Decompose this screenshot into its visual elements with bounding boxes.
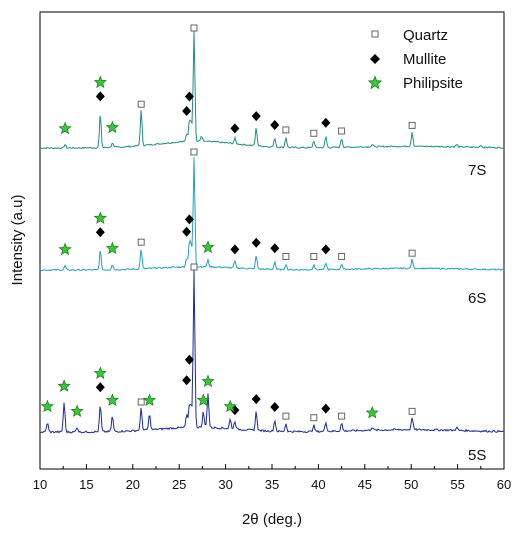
mullite-marker-7S-2 <box>184 91 194 102</box>
mullite-marker-7S-1 <box>182 106 192 117</box>
mullite-marker-7S-0 <box>95 91 105 102</box>
philipsite-marker-6S-2 <box>105 241 120 255</box>
legend-mullite-label: Mullite <box>403 51 446 68</box>
x-tick-label-30: 30 <box>218 477 232 492</box>
mullite-marker-5S-6 <box>321 403 331 414</box>
mullite-marker-5S-0 <box>95 382 105 393</box>
philipsite-marker-5S-9 <box>365 405 379 419</box>
mullite-marker-5S-1 <box>182 375 192 386</box>
quartz-marker-7S-2 <box>282 126 290 134</box>
philipsite-marker-5S-3 <box>93 366 107 379</box>
philipsite-marker-5S-1 <box>57 379 71 392</box>
philipsite-marker-5S-0 <box>40 399 55 413</box>
mullite-marker-7S-6 <box>321 117 331 128</box>
mullite-marker-6S-5 <box>270 243 280 254</box>
mullite-marker-7S-3 <box>230 123 240 134</box>
mullite-marker-7S-4 <box>251 111 261 122</box>
philipsite-marker-7S-1 <box>93 75 107 89</box>
philipsite-marker-5S-8 <box>223 399 237 413</box>
series-label-7S: 7S <box>468 162 486 179</box>
quartz-marker-6S-0 <box>137 238 145 246</box>
series-label-6S: 6S <box>468 290 486 307</box>
quartz-marker-7S-5 <box>408 121 416 129</box>
quartz-marker-5S-1 <box>190 263 198 271</box>
quartz-marker-5S-0 <box>137 398 145 406</box>
x-tick-label-45: 45 <box>358 477 372 492</box>
legend: Quartz Mullite Philipsite <box>367 27 463 92</box>
mullite-marker-6S-1 <box>182 226 192 237</box>
series-label-5S: 5S <box>468 447 486 464</box>
mullite-marker-5S-4 <box>251 394 261 405</box>
x-tick-label-20: 20 <box>126 477 140 492</box>
quartz-marker-7S-3 <box>310 129 318 137</box>
x-tick-label-35: 35 <box>265 477 279 492</box>
philipsite-marker-6S-3 <box>201 240 215 254</box>
mullite-marker-5S-5 <box>270 402 280 413</box>
x-tick-label-50: 50 <box>404 477 418 492</box>
x-tick-label-40: 40 <box>311 477 325 492</box>
philipsite-marker-6S-0 <box>58 242 72 256</box>
legend-philipsite-marker <box>367 75 383 90</box>
series-layer <box>39 29 505 434</box>
mullite-marker-6S-0 <box>95 227 105 238</box>
legend-quartz-label: Quartz <box>403 27 448 44</box>
quartz-marker-6S-2 <box>282 253 290 260</box>
x-tick-label-25: 25 <box>172 477 186 492</box>
quartz-marker-6S-1 <box>190 148 198 156</box>
legend-philipsite-label: Philipsite <box>403 75 463 92</box>
mullite-marker-6S-3 <box>230 244 240 255</box>
philipsite-marker-7S-0 <box>58 121 72 135</box>
quartz-marker-7S-1 <box>190 24 198 32</box>
legend-mullite-marker <box>370 54 380 64</box>
quartz-marker-7S-0 <box>137 100 145 108</box>
philipsite-marker-5S-2 <box>70 404 84 417</box>
series-line-6S <box>39 156 505 272</box>
legend-quartz-marker <box>371 30 379 38</box>
x-tick-label-10: 10 <box>33 477 47 492</box>
x-tick-label-60: 60 <box>497 477 511 492</box>
philipsite-marker-7S-2 <box>105 120 120 134</box>
quartz-marker-5S-5 <box>408 407 416 415</box>
philipsite-marker-5S-4 <box>105 393 120 406</box>
marker-layer <box>40 24 416 422</box>
quartz-marker-6S-5 <box>408 249 416 257</box>
x-tick-label-55: 55 <box>450 477 464 492</box>
mullite-marker-5S-2 <box>184 354 194 365</box>
quartz-marker-5S-3 <box>310 414 318 422</box>
philipsite-marker-5S-7 <box>201 374 215 388</box>
series-line-5S <box>39 270 505 434</box>
philipsite-marker-5S-5 <box>142 393 157 406</box>
quartz-marker-7S-4 <box>338 127 346 135</box>
mullite-marker-7S-5 <box>270 120 280 131</box>
x-axis-ticks: 10 15 20 25 30 35 40 45 50 55 60 <box>33 464 511 492</box>
series-line-7S <box>39 29 505 150</box>
mullite-marker-6S-6 <box>321 244 331 255</box>
quartz-marker-5S-2 <box>282 412 290 420</box>
philipsite-marker-5S-6 <box>196 393 210 406</box>
x-axis-label: 2θ (deg.) <box>242 511 302 528</box>
mullite-marker-6S-4 <box>251 237 261 248</box>
quartz-marker-6S-3 <box>310 253 318 260</box>
mullite-marker-6S-2 <box>184 214 194 225</box>
x-tick-label-15: 15 <box>79 477 93 492</box>
quartz-marker-6S-4 <box>338 253 346 260</box>
y-axis-label: Intensity (a.u) <box>9 195 26 286</box>
philipsite-marker-6S-1 <box>93 211 107 224</box>
quartz-marker-5S-4 <box>338 412 346 420</box>
